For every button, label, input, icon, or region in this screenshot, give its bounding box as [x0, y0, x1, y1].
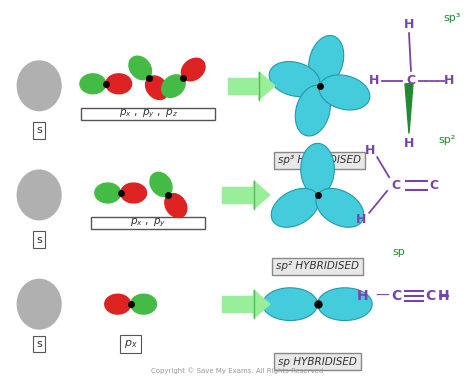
Polygon shape: [319, 75, 370, 110]
Polygon shape: [150, 173, 172, 196]
Polygon shape: [95, 183, 121, 203]
Polygon shape: [309, 36, 344, 86]
Polygon shape: [129, 56, 152, 80]
Ellipse shape: [17, 279, 61, 329]
Polygon shape: [316, 188, 364, 227]
Text: sp: sp: [392, 247, 405, 256]
Text: H: H: [356, 289, 368, 303]
Polygon shape: [271, 188, 319, 227]
Text: H: H: [356, 213, 366, 226]
Polygon shape: [405, 84, 413, 133]
Text: H: H: [404, 18, 414, 31]
Polygon shape: [146, 76, 168, 100]
Polygon shape: [259, 72, 275, 100]
FancyBboxPatch shape: [81, 108, 215, 120]
Polygon shape: [263, 288, 318, 321]
FancyBboxPatch shape: [91, 217, 205, 229]
Text: H: H: [438, 289, 450, 303]
Text: sp²: sp²: [439, 135, 456, 146]
Text: sp³ HYBRIDISED: sp³ HYBRIDISED: [278, 155, 361, 165]
Polygon shape: [80, 74, 106, 94]
Polygon shape: [121, 183, 146, 203]
Text: C: C: [426, 289, 436, 303]
Text: Copyright © Save My Exams. All Rights Reserved: Copyright © Save My Exams. All Rights Re…: [151, 367, 323, 374]
Polygon shape: [254, 290, 270, 318]
Text: H: H: [444, 74, 454, 87]
Polygon shape: [105, 294, 131, 314]
Text: $p_x\ ,\ p_y\ ,\ p_z$: $p_x\ ,\ p_y\ ,\ p_z$: [118, 108, 178, 120]
Text: $p_x$: $p_x$: [124, 338, 137, 350]
Text: H: H: [404, 137, 414, 150]
Ellipse shape: [17, 170, 61, 220]
Ellipse shape: [17, 61, 61, 111]
Text: s: s: [36, 125, 42, 135]
Text: C: C: [429, 179, 438, 192]
Text: C: C: [391, 289, 401, 303]
Polygon shape: [301, 143, 334, 195]
Text: sp HYBRIDISED: sp HYBRIDISED: [278, 357, 357, 367]
Polygon shape: [318, 288, 372, 321]
Text: H: H: [365, 144, 375, 157]
Text: s: s: [36, 234, 42, 245]
Polygon shape: [269, 62, 320, 97]
Text: $p_x\ ,\ p_y$: $p_x\ ,\ p_y$: [130, 217, 166, 229]
Text: sp² HYBRIDISED: sp² HYBRIDISED: [276, 261, 359, 271]
Polygon shape: [295, 86, 330, 136]
Polygon shape: [165, 193, 187, 217]
Text: C: C: [392, 179, 401, 192]
Text: sp³: sp³: [444, 13, 461, 23]
Polygon shape: [106, 74, 132, 94]
Text: C: C: [406, 74, 416, 87]
Text: H: H: [369, 74, 379, 87]
Polygon shape: [162, 75, 185, 97]
Polygon shape: [131, 294, 156, 314]
Text: s: s: [36, 339, 42, 349]
Polygon shape: [254, 181, 270, 209]
Polygon shape: [182, 58, 205, 81]
Text: —: —: [375, 289, 389, 303]
